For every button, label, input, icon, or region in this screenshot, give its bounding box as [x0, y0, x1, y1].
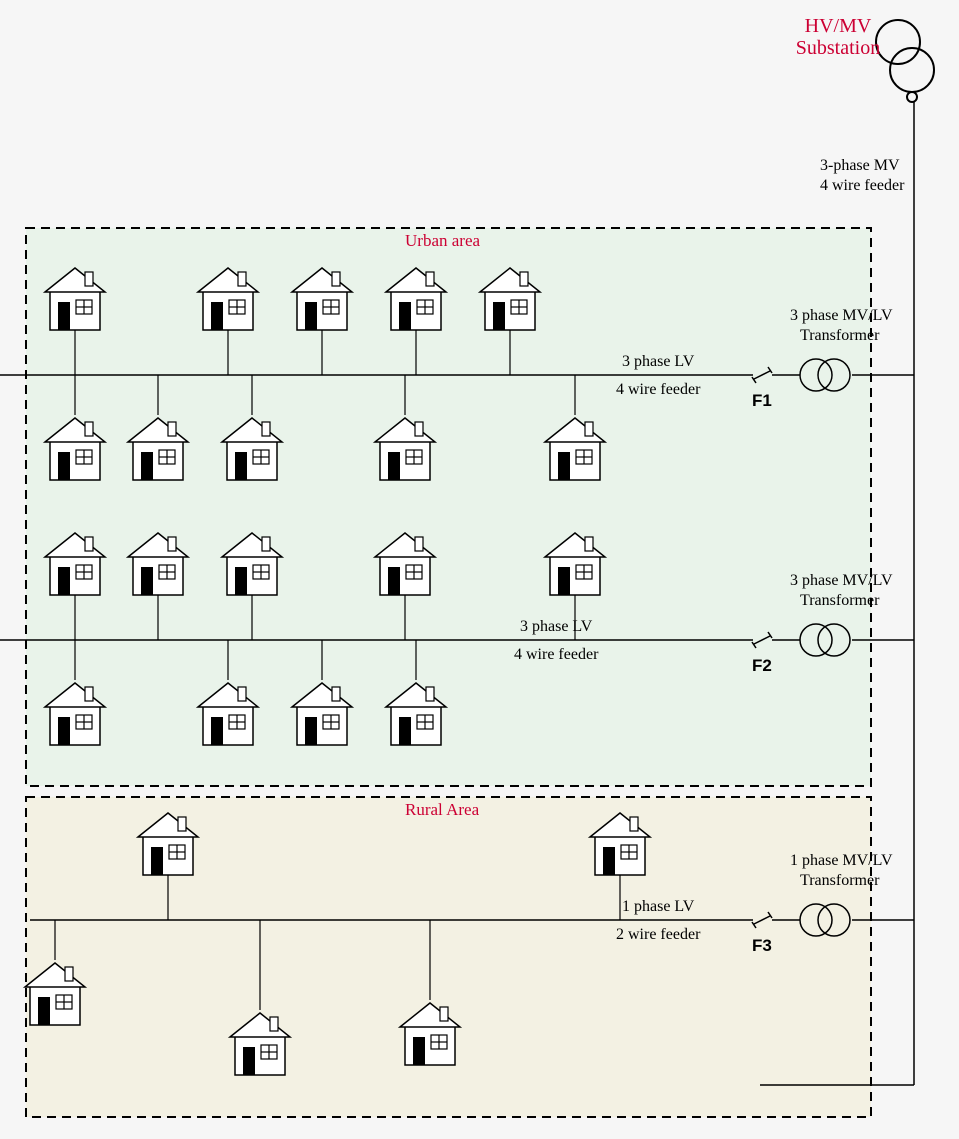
feeder-label: 4 wire feeder: [514, 646, 599, 663]
substation-label-1: HV/MV: [805, 15, 872, 37]
xfmr-label: Transformer: [800, 872, 880, 889]
xfmr-label: 1 phase MV/LV: [790, 852, 893, 869]
fuse-label-f3: F3: [752, 936, 772, 955]
feeder-label: 3 phase LV: [520, 618, 593, 635]
fuse-label-f1: F1: [752, 391, 772, 410]
mv-feeder-label-1: 3-phase MV: [820, 157, 900, 174]
urban-area-box: [26, 228, 871, 786]
rural-title: Rural Area: [405, 800, 480, 819]
feeder-label: 1 phase LV: [622, 898, 695, 915]
substation-label-2: Substation: [796, 37, 880, 59]
mv-feeder-label-2: 4 wire feeder: [820, 177, 905, 194]
distribution-diagram: Urban area Rural Area HV/MV Substation 3…: [0, 0, 959, 1139]
feeder-label: 2 wire feeder: [616, 926, 701, 943]
xfmr-label: Transformer: [800, 592, 880, 609]
feeder-label: 3 phase LV: [622, 353, 695, 370]
fuse-label-f2: F2: [752, 656, 772, 675]
urban-title: Urban area: [405, 231, 480, 250]
xfmr-label: 3 phase MV/LV: [790, 572, 893, 589]
feeder-label: 4 wire feeder: [616, 381, 701, 398]
xfmr-label: Transformer: [800, 327, 880, 344]
xfmr-label: 3 phase MV/LV: [790, 307, 893, 324]
